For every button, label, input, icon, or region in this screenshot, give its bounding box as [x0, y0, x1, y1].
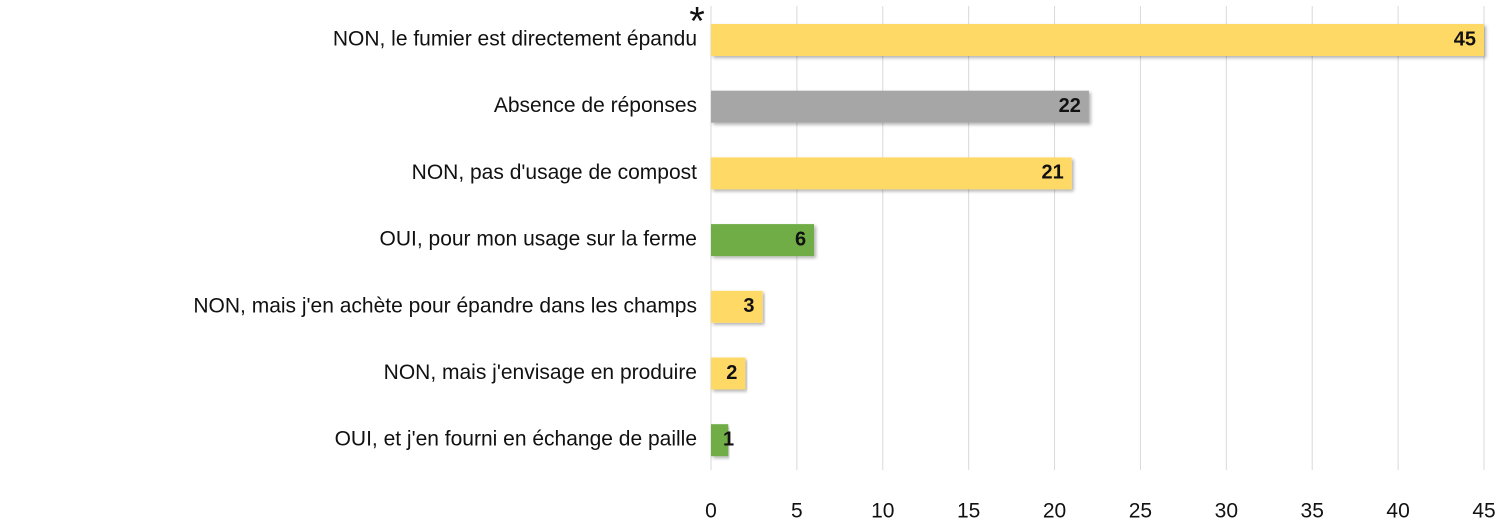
- bar: [711, 90, 1089, 123]
- bar: [711, 290, 763, 323]
- x-tick-label: 30: [1215, 500, 1238, 523]
- x-tick-label: 5: [791, 500, 803, 523]
- value-label: 3: [743, 295, 754, 317]
- x-tick-label: 40: [1386, 500, 1409, 523]
- x-tick-label: 35: [1301, 500, 1324, 523]
- bar: [711, 157, 1072, 190]
- value-label: 21: [1041, 162, 1063, 184]
- x-tick-label: 25: [1129, 500, 1152, 523]
- x-tick-label: 10: [871, 500, 894, 523]
- bar: [711, 224, 815, 257]
- value-label: 45: [1454, 28, 1476, 50]
- x-tick-label: 0: [705, 500, 717, 523]
- value-label: 22: [1059, 95, 1081, 117]
- bar: [711, 24, 1484, 56]
- y-tick-label: Absence de réponses: [494, 94, 697, 117]
- y-tick-label: OUI, pour mon usage sur la ferme: [380, 228, 697, 251]
- annotation: *: [689, 0, 705, 44]
- value-label: 6: [795, 228, 806, 250]
- y-tick-label: OUI, et j'en fourni en échange de paille: [335, 428, 697, 451]
- y-tick-label: NON, mais j'en achète pour épandre dans …: [193, 294, 697, 317]
- x-tick-label: 15: [957, 500, 980, 523]
- value-label: 2: [726, 362, 737, 384]
- x-tick-label: 20: [1043, 500, 1066, 523]
- y-tick-label: NON, pas d'usage de compost: [412, 161, 697, 184]
- y-tick-label: NON, le fumier est directement épandu: [333, 28, 697, 51]
- value-label: 1: [723, 428, 734, 450]
- y-tick-label: NON, mais j'envisage en produire: [384, 361, 697, 384]
- bar: [711, 424, 729, 457]
- x-tick-label: 45: [1472, 500, 1495, 523]
- bar: [711, 357, 746, 390]
